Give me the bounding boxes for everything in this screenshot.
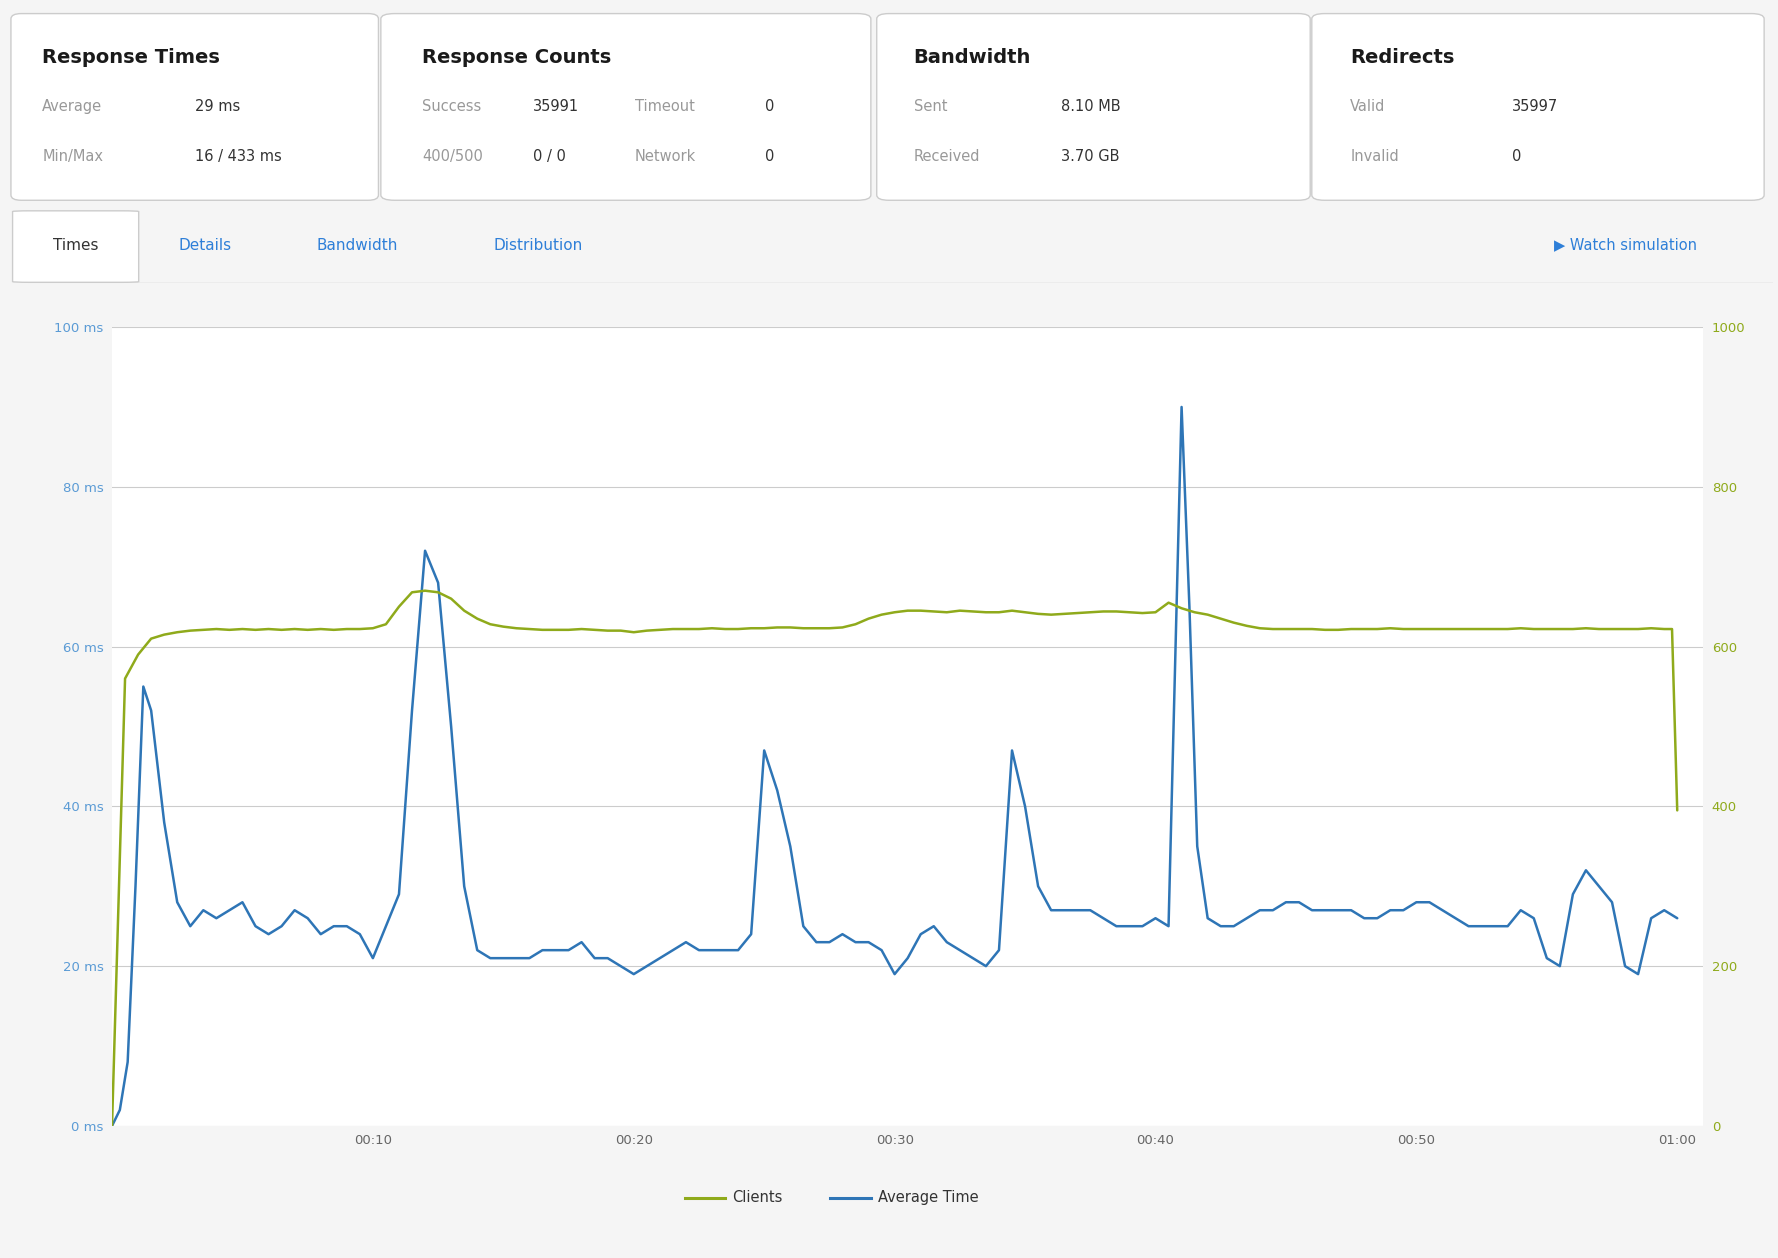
Text: 29 ms: 29 ms: [196, 99, 240, 114]
Text: Invalid: Invalid: [1350, 148, 1399, 164]
Text: 0: 0: [765, 99, 773, 114]
Text: Min/Max: Min/Max: [43, 148, 103, 164]
Text: 8.10 MB: 8.10 MB: [1061, 99, 1120, 114]
Text: Network: Network: [635, 148, 697, 164]
Text: Success: Success: [423, 99, 482, 114]
Text: Valid: Valid: [1350, 99, 1385, 114]
Text: Distribution: Distribution: [493, 238, 583, 253]
Text: 35991: 35991: [533, 99, 580, 114]
Text: 16 / 433 ms: 16 / 433 ms: [196, 148, 281, 164]
Text: 3.70 GB: 3.70 GB: [1061, 148, 1120, 164]
Text: Average: Average: [43, 99, 103, 114]
Text: Response Counts: Response Counts: [423, 48, 612, 67]
Text: Times: Times: [53, 238, 98, 253]
FancyBboxPatch shape: [12, 211, 139, 282]
Text: 35997: 35997: [1513, 99, 1559, 114]
Text: ▶ Watch simulation: ▶ Watch simulation: [1554, 238, 1696, 253]
Text: Redirects: Redirects: [1350, 48, 1454, 67]
FancyBboxPatch shape: [1312, 14, 1764, 200]
Text: Bandwidth: Bandwidth: [914, 48, 1031, 67]
Text: 0: 0: [765, 148, 773, 164]
FancyBboxPatch shape: [380, 14, 871, 200]
Text: Details: Details: [178, 238, 231, 253]
Text: 0: 0: [1513, 148, 1522, 164]
Text: Response Times: Response Times: [43, 48, 220, 67]
Text: 400/500: 400/500: [423, 148, 484, 164]
FancyBboxPatch shape: [877, 14, 1310, 200]
Text: 0 / 0: 0 / 0: [533, 148, 565, 164]
Text: Bandwidth: Bandwidth: [316, 238, 398, 253]
FancyBboxPatch shape: [11, 14, 379, 200]
Text: Average Time: Average Time: [878, 1190, 980, 1205]
Text: Received: Received: [914, 148, 980, 164]
Text: Timeout: Timeout: [635, 99, 695, 114]
Text: Clients: Clients: [733, 1190, 782, 1205]
Text: Sent: Sent: [914, 99, 948, 114]
